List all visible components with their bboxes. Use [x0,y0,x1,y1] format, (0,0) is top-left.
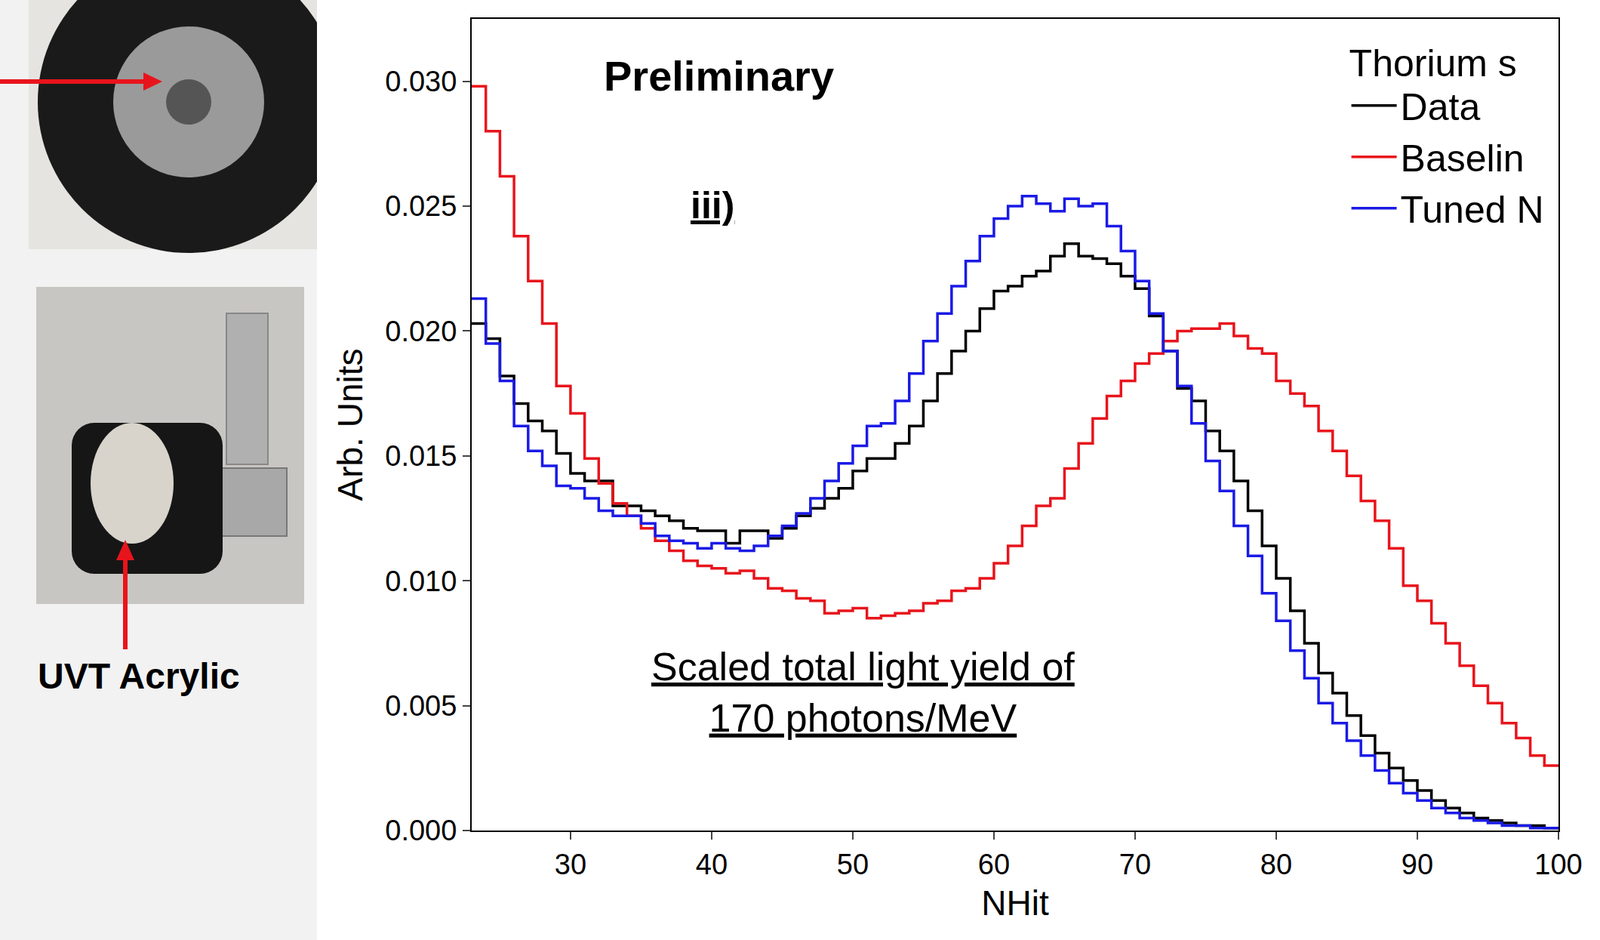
svg-text:Thorium s: Thorium s [1349,42,1517,85]
svg-text:0.000: 0.000 [384,814,457,847]
svg-text:50: 50 [836,848,869,880]
svg-text:30: 30 [554,848,587,880]
svg-text:Baselin: Baselin [1400,137,1525,180]
svg-text:0.025: 0.025 [384,190,457,222]
svg-text:0.015: 0.015 [384,440,457,472]
svg-text:NHit: NHit [981,883,1050,923]
svg-text:Arb. Units: Arb. Units [330,348,370,502]
svg-text:70: 70 [1119,848,1151,880]
svg-text:80: 80 [1260,848,1293,880]
svg-text:60: 60 [978,848,1010,880]
svg-text:Data: Data [1400,86,1481,129]
svg-text:Tuned N: Tuned N [1400,188,1545,231]
svg-text:iii): iii) [690,184,735,227]
svg-text:0.020: 0.020 [384,315,457,348]
svg-text:UVT Acrylic: UVT Acrylic [37,655,240,696]
svg-text:40: 40 [695,848,728,880]
svg-text:Preliminary: Preliminary [603,52,834,100]
svg-text:90: 90 [1401,848,1434,880]
svg-text:0.010: 0.010 [384,565,457,597]
svg-text:Scaled total light yield of170: Scaled total light yield of170 photons/M… [651,644,1075,740]
svg-text:100: 100 [1534,848,1582,880]
svg-text:0.030: 0.030 [384,65,457,98]
svg-text:0.005: 0.005 [384,689,457,722]
